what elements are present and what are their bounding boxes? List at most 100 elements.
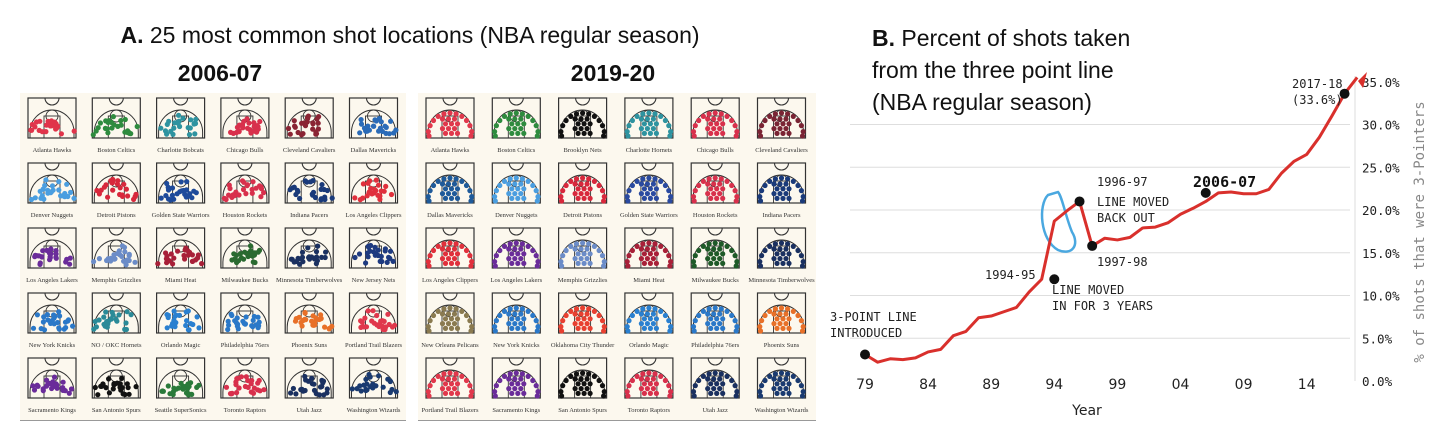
team-shot-map: Golden State Warriors [152,162,210,219]
team-shot-map: Sacramento Kings [491,357,541,414]
team-shot-map: Boston Celtics [90,97,141,154]
team-name-label: New Jersey Nets [352,277,396,284]
team-name-label: Houston Rockets [693,212,738,219]
team-shot-map: Utah Jazz [690,357,740,414]
panel-b-title-line-2: from the three point line [872,57,1114,83]
x-tick-label: 09 [1235,377,1253,393]
x-tick-label: 04 [1172,377,1190,393]
team-name-label: Detroit Pistons [97,212,136,219]
y-tick-label: 30.0% [1362,118,1400,133]
shot-map-grid-2006-07: Atlanta Hawks Boston Celtics Charlotte Bob… [20,93,406,421]
team-shot-map: New Orleans Pelicans [421,292,479,349]
team-name-label: Philadelphia 76ers [221,342,270,349]
team-shot-map: Denver Nuggets [491,162,541,219]
x-tick-label: 84 [919,377,937,393]
team-shot-map: Golden State Warriors [620,162,678,219]
team-shot-map: Cleveland Cavaliers [755,97,808,154]
team-shot-map: Charlotte Hornets [624,97,674,154]
highlight-loop [1040,190,1077,253]
team-shot-map: Orlando Magic [624,292,674,349]
team-name-label: Charlotte Bobcats [157,147,204,154]
team-name-label: Memphis Grizzlies [558,277,608,284]
ann-33-6: (33.6%) [1292,93,1343,107]
team-shot-map: Dallas Mavericks [348,97,399,154]
team-name-label: Orlando Magic [629,342,669,349]
team-name-label: Minnesota Timberwolves [276,277,343,284]
y-tick-label: 10.0% [1362,289,1400,304]
team-shot-map: Indiana Pacers [284,162,335,219]
team-shot-map: Detroit Pistons [558,162,608,219]
team-name-label: Indiana Pacers [290,212,329,219]
team-shot-map: Philadelphia 76ers [690,292,740,349]
team-shot-map: Philadelphia 76ers [220,292,270,349]
team-name-label: Houston Rockets [223,212,268,219]
team-shot-map: Minnesota Timberwolves [276,227,343,284]
annotation-dot [1339,88,1350,99]
team-shot-map: Denver Nuggets [27,162,77,219]
ann-in-1: LINE MOVED [1052,283,1124,297]
team-shot-map: Milwaukee Bucks [690,227,740,284]
team-shot-map: Los Angeles Clippers [422,227,478,284]
team-shot-map: Oklahoma City Thunder [551,292,615,349]
team-name-label: Sacramento Kings [28,407,76,414]
season-label-right: 2019-20 [570,60,656,86]
team-name-label: Golden State Warriors [152,212,210,219]
team-shot-map: Portland Trail Blazers [345,292,402,349]
team-shot-map: Washington Wizards [347,357,401,414]
y-tick-label: 35.0% [1362,75,1400,90]
team-shot-map: Portland Trail Blazers [421,357,479,414]
ann-2006-07: 2006-07 [1193,173,1256,191]
x-tick-label: 99 [1108,377,1126,393]
team-shot-map: Houston Rockets [220,162,270,219]
team-shot-map: Los Angeles Lakers [26,227,78,284]
team-shot-map: Phoenix Suns [756,292,807,349]
line-arrowhead-icon [1358,72,1367,88]
team-name-label: Atlanta Hawks [33,147,72,154]
team-name-label: Chicago Bulls [226,147,263,154]
team-name-label: Philadelphia 76ers [691,342,740,349]
ann-out-1: LINE MOVED [1097,195,1169,209]
team-name-label: Phoenix Suns [291,342,327,349]
y-tick-label: 20.0% [1362,203,1400,218]
team-shot-map: Atlanta Hawks [27,97,77,154]
team-name-label: Utah Jazz [702,407,728,414]
team-shot-map: Seattle SuperSonics [155,357,207,414]
team-shot-map: Detroit Pistons [91,162,141,219]
panel-b-title-line-3: (NBA regular season) [872,89,1092,115]
team-shot-map: New York Knicks [27,292,77,349]
team-name-label: Los Angeles Clippers [422,277,478,284]
team-shot-map: Brooklyn Nets [558,97,608,154]
team-name-label: Orlando Magic [161,342,201,349]
team-shot-map: NO / OKC Hornets [91,292,142,349]
team-name-label: Milwaukee Bucks [221,277,269,284]
panel-a-label: A. [120,22,144,48]
season-label-left: 2006-07 [177,60,263,86]
annotation-dot [1087,240,1098,251]
y-tick-label: 25.0% [1362,160,1400,175]
team-shot-map: Los Angeles Lakers [490,227,543,284]
team-name-label: Milwaukee Bucks [692,277,740,284]
team-name-label: Oklahoma City Thunder [551,342,615,349]
team-name-label: Los Angeles Lakers [490,277,542,284]
team-shot-map: Miami Heat [624,227,674,284]
team-name-label: Utah Jazz [296,407,322,414]
team-name-label: Atlanta Hawks [431,147,470,154]
team-name-label: Denver Nuggets [31,212,74,219]
team-name-label: Toronto Raptors [628,407,671,414]
team-shot-map: New Jersey Nets [348,227,399,284]
team-shot-map: Indiana Pacers [756,162,807,219]
team-shot-map: Toronto Raptors [220,357,270,414]
team-name-label: New York Knicks [493,342,540,349]
ann-2017-18: 2017-18 [1292,77,1343,91]
y-tick-label: 0.0% [1362,374,1393,389]
team-name-label: Denver Nuggets [495,212,538,219]
team-name-label: Phoenix Suns [764,342,800,349]
x-axis-ticks: 79 84 89 94 99 04 09 14 [856,377,1316,393]
team-shot-map: Dallas Mavericks [425,162,475,219]
annotation-dot [1074,196,1085,207]
x-tick-label: 89 [982,377,1000,393]
ann-intro-1: 3-POINT LINE [830,310,917,324]
ann-1997-98: 1997-98 [1097,255,1148,269]
team-name-label: Toronto Raptors [224,407,267,414]
